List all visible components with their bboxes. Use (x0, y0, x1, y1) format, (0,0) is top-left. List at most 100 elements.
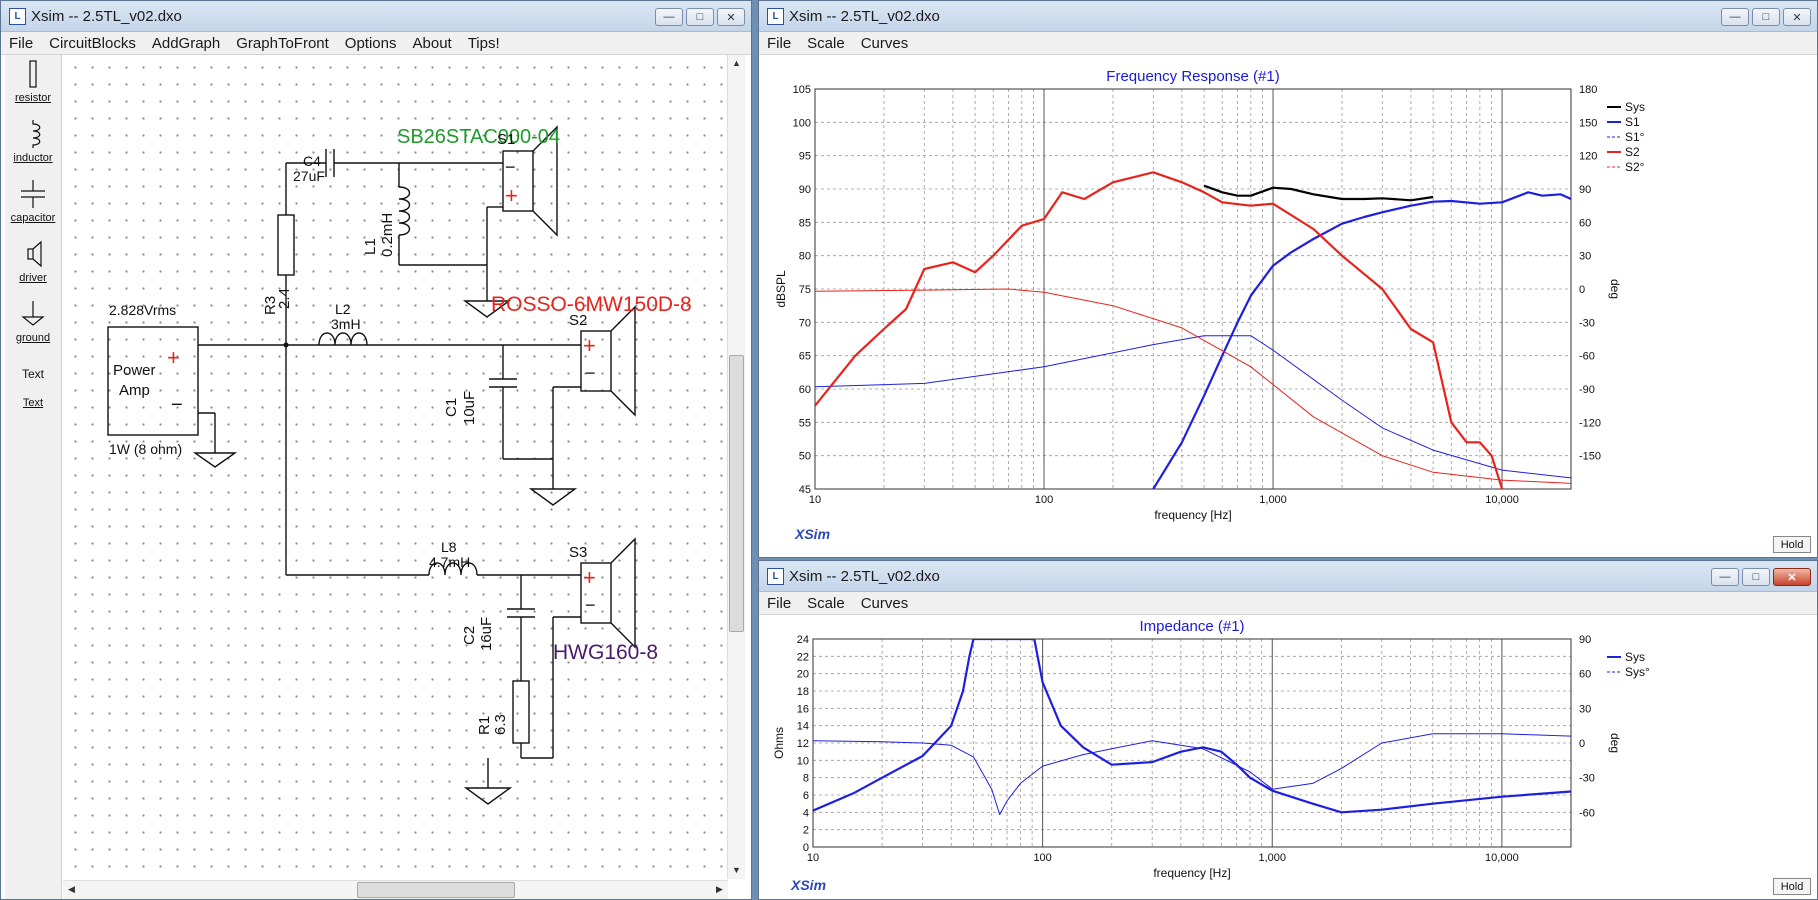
vertical-scrollbar[interactable]: ▲ ▼ (727, 55, 745, 879)
r3-name: R3 (262, 296, 279, 315)
palette-text-link[interactable]: Text (5, 397, 61, 409)
series-line-s1 (1152, 191, 1571, 489)
y2-tick-label: 0 (1579, 284, 1585, 296)
menu-file[interactable]: File (767, 34, 792, 52)
xsim-brand: XSim (791, 877, 827, 893)
menu-circuitblocks[interactable]: CircuitBlocks (49, 34, 136, 52)
palette-resistor[interactable]: resistor (5, 59, 61, 104)
s3-driver-body (580, 562, 612, 624)
close-button[interactable]: ✕ (717, 8, 745, 26)
palette-capacitor[interactable]: capacitor (5, 179, 61, 224)
y2-tick-label: -90 (1579, 384, 1595, 396)
app-icon: L (767, 568, 784, 585)
amp-power-label: 1W (8 ohm) (109, 441, 182, 457)
minimize-button[interactable]: — (655, 8, 683, 26)
palette-ground[interactable]: ground (5, 299, 61, 344)
close-button[interactable]: ✕ (1783, 8, 1811, 26)
c4-name: C4 (303, 153, 321, 169)
y2-tick-label: -60 (1579, 807, 1595, 819)
y2-tick-label: 60 (1579, 669, 1591, 681)
palette-driver[interactable]: driver (5, 239, 61, 284)
maximize-button[interactable]: □ (1752, 8, 1780, 26)
y-tick-label: 80 (799, 251, 811, 263)
y-tick-label: 24 (797, 634, 809, 646)
menu-scale[interactable]: Scale (807, 34, 845, 52)
l1-coil (398, 186, 411, 236)
schematic-canvas[interactable]: SB26STAC000-04 ROSSO-6MW150D-8 HWG160-8 … (63, 55, 731, 873)
series-group (813, 639, 1571, 816)
frequency-titlebar[interactable]: L Xsim -- 2.5TL_v02.dxo — □ ✕ (759, 1, 1817, 32)
window-title: Xsim -- 2.5TL_v02.dxo (31, 8, 182, 25)
y-tick-label: 100 (793, 117, 811, 129)
horizontal-scroll-thumb[interactable] (357, 882, 515, 898)
palette-text[interactable]: Text (5, 367, 61, 381)
y-tick-label: 4 (803, 807, 809, 819)
s2-ground-symbol (528, 488, 578, 506)
menu-tips[interactable]: Tips! (467, 34, 500, 52)
minimize-button[interactable]: — (1711, 568, 1739, 586)
close-button[interactable]: ✕ (1773, 568, 1811, 586)
menu-file[interactable]: File (9, 34, 34, 52)
menu-curves[interactable]: Curves (860, 594, 909, 612)
y2-tick-label: 30 (1579, 251, 1591, 263)
y-tick-label: 2 (803, 825, 809, 837)
series-line-sys (813, 639, 1571, 814)
woofer-title[interactable]: SB26STAC000-04 (397, 126, 560, 148)
y-tick-label: 70 (799, 317, 811, 329)
scroll-up-arrow-icon[interactable]: ▲ (732, 58, 741, 68)
legend-label: S2° (1625, 160, 1645, 174)
menu-options[interactable]: Options (344, 34, 397, 52)
frequency-client: Frequency Response (#1) 45 50 55 60 65 70 75 80 8… (759, 55, 1817, 557)
minimize-button[interactable]: — (1721, 8, 1749, 26)
y-tick-label: 16 (797, 703, 809, 715)
y-tick-label: 12 (797, 738, 809, 750)
menu-scale[interactable]: Scale (807, 594, 845, 612)
y-tick-label: 6 (803, 790, 809, 802)
legend-label: S2 (1625, 145, 1640, 159)
legend-label: Sys (1625, 650, 1645, 664)
y-tick-label: 0 (803, 842, 809, 854)
impedance-chart[interactable]: Impedance (#1)024681012141618202224-60-3… (759, 615, 1817, 899)
impedance-window: L Xsim -- 2.5TL_v02.dxo — □ ✕ File Scale… (758, 560, 1818, 900)
maximize-button[interactable]: □ (1742, 568, 1770, 586)
y-tick-label: 45 (799, 484, 811, 496)
maximize-button[interactable]: □ (686, 8, 714, 26)
y-tick-label: 10 (797, 755, 809, 767)
hold-button[interactable]: Hold (1773, 878, 1811, 895)
menu-curves[interactable]: Curves (860, 34, 909, 52)
y2-tick-label: 180 (1579, 84, 1597, 96)
y-tick-label: 85 (799, 217, 811, 229)
scroll-down-arrow-icon[interactable]: ▼ (732, 865, 741, 875)
schematic-titlebar[interactable]: L Xsim -- 2.5TL_v02.dxo — □ ✕ (1, 1, 751, 32)
frequency-response-chart[interactable]: Frequency Response (#1) 45 50 55 60 65 70 75 80 8… (759, 55, 1817, 557)
palette-driver-label: driver (19, 272, 47, 284)
bass-title[interactable]: HWG160-8 (553, 641, 658, 664)
r3-body (277, 214, 295, 276)
chart-title: Frequency Response (#1) (1106, 68, 1279, 85)
menu-file[interactable]: File (767, 594, 792, 612)
menu-addgraph[interactable]: AddGraph (151, 34, 221, 52)
hold-button[interactable]: Hold (1773, 536, 1811, 553)
scroll-right-arrow-icon[interactable]: ▶ (716, 884, 723, 894)
s1-name: S1 (497, 131, 515, 148)
legend-label: Sys° (1625, 665, 1650, 679)
palette-inductor[interactable]: inductor (5, 119, 61, 164)
c1-name: C1 (443, 398, 460, 417)
app-icon: L (767, 8, 784, 25)
y-tick-label: 18 (797, 686, 809, 698)
menu-about[interactable]: About (412, 34, 452, 52)
vertical-scroll-thumb[interactable] (729, 355, 744, 632)
menu-graphtofront[interactable]: GraphToFront (236, 34, 329, 52)
xsim-brand: XSim (795, 526, 831, 542)
scroll-left-arrow-icon[interactable]: ◀ (68, 884, 75, 894)
mid-title[interactable]: ROSSO-6MW150D-8 (491, 293, 692, 316)
x-tick-label: 100 (1033, 852, 1051, 864)
series-line-sys-phase (813, 733, 1571, 816)
horizontal-scrollbar[interactable]: ◀ ▶ (63, 880, 728, 899)
x-tick-label: 10,000 (1485, 852, 1519, 864)
window-title: Xsim -- 2.5TL_v02.dxo (789, 568, 940, 585)
x-axis-label: frequency [Hz] (1154, 508, 1231, 522)
impedance-titlebar[interactable]: L Xsim -- 2.5TL_v02.dxo — □ ✕ (759, 561, 1817, 592)
series-line-s2 (815, 171, 1504, 489)
s1-minus: − (505, 157, 516, 177)
